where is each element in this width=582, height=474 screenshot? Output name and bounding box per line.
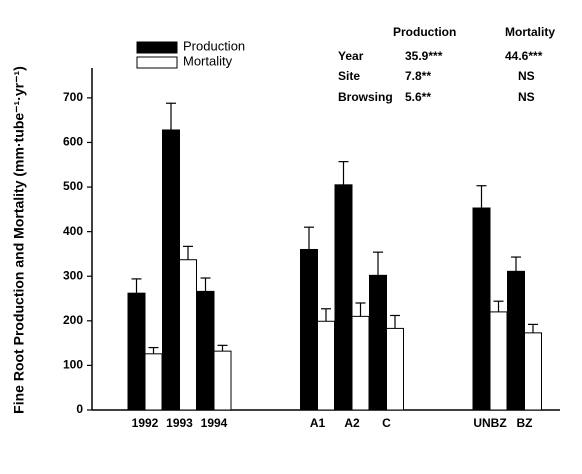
bar (386, 327, 404, 411)
stats-row-label: Browsing (338, 90, 393, 104)
bar (489, 311, 508, 411)
stats-value: 35.9*** (405, 49, 443, 63)
x-tick-label: 1994 (201, 416, 228, 430)
x-tick-label: A2 (344, 416, 360, 430)
bar (524, 332, 542, 411)
stats-row-label: Site (338, 69, 360, 83)
legend-label: Production (183, 38, 245, 53)
bar (162, 129, 180, 411)
bar (334, 184, 353, 411)
y-tick-label: 100 (63, 358, 83, 372)
bar (144, 353, 163, 411)
stats-value: 5.6** (405, 90, 431, 104)
y-tick-label: 300 (63, 268, 83, 282)
stats-header: Production (393, 25, 456, 39)
stats-row-label: Year (338, 49, 364, 63)
y-tick-label: 200 (63, 313, 83, 327)
y-tick-label: 500 (63, 179, 83, 193)
stats-value: NS (518, 69, 535, 83)
x-tick-label: 1993 (166, 416, 193, 430)
bar (369, 274, 387, 411)
bar (196, 290, 215, 411)
y-tick-label: 600 (63, 135, 83, 149)
bar (317, 320, 335, 411)
stats-value: 7.8** (405, 69, 431, 83)
bar (472, 207, 491, 411)
x-tick-label: 1992 (132, 416, 159, 430)
x-tick-label: UNBZ (473, 416, 506, 430)
legend-swatch (136, 56, 178, 69)
stats-value: 44.6*** (505, 49, 543, 63)
bar (179, 259, 197, 411)
bar (507, 270, 525, 411)
y-axis-label: Fine Root Production and Mortality (mm·t… (11, 66, 27, 414)
stats-header: Mortality (505, 25, 555, 39)
stats-value: NS (518, 90, 535, 104)
legend-swatch (136, 41, 178, 54)
bar (127, 292, 146, 411)
bar (300, 248, 318, 411)
y-tick-label: 700 (63, 90, 83, 104)
y-tick-label: 400 (63, 224, 83, 238)
x-tick-label: A1 (310, 416, 326, 430)
y-tick-label: 0 (76, 402, 83, 416)
bar (213, 350, 232, 411)
bar (351, 315, 370, 411)
legend-label: Mortality (183, 53, 233, 68)
x-tick-label: BZ (517, 416, 533, 430)
x-tick-label: C (382, 416, 391, 430)
